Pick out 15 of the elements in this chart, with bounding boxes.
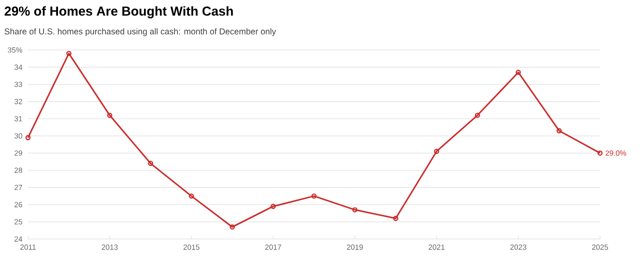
point xyxy=(474,112,480,118)
point xyxy=(556,128,562,134)
chart-subtitle: Share of U.S. homes purchased using all cash: month of December only xyxy=(4,28,276,36)
chart-title: 29% of Homes Are Bought With Cash xyxy=(4,6,233,18)
point xyxy=(270,204,276,209)
point xyxy=(434,148,440,154)
point xyxy=(107,112,112,118)
point xyxy=(230,224,235,230)
point xyxy=(311,193,317,199)
point xyxy=(516,70,521,75)
point xyxy=(393,216,398,221)
point xyxy=(148,160,154,166)
point xyxy=(352,207,358,212)
point xyxy=(66,50,72,56)
point xyxy=(188,193,194,199)
